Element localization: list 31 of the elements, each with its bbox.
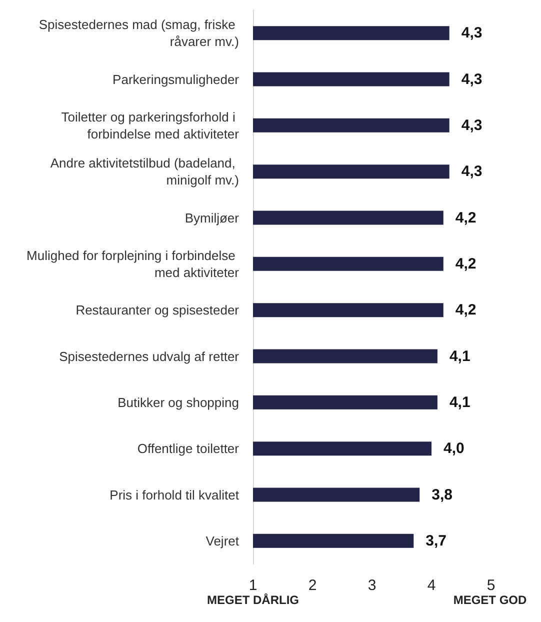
text: MEGET GOD (453, 593, 527, 607)
y-tick-label: Spisestedernes udvalg af retter (59, 348, 240, 364)
data-label: 4,3 (461, 116, 482, 134)
x-tick-label: 2 (308, 577, 317, 594)
data-label: 4,3 (461, 163, 482, 180)
data-label: 4,1 (449, 348, 470, 365)
x-tick-label: 4 (427, 577, 436, 594)
y-tick-label: Bymiljøer (184, 210, 240, 226)
data-label: 4,1 (449, 394, 470, 411)
data-label: 4,0 (444, 440, 464, 458)
y-tick-label: Vejret (206, 533, 240, 548)
data-label: 3,7 (426, 532, 447, 550)
data-label: 4,2 (455, 302, 476, 319)
y-tick-label: Toiletter og parkeringsforhold i forbindelse med aktiviteter (61, 109, 240, 142)
y-tick-label: Butikker og shopping (118, 394, 239, 410)
data-label: 3,8 (432, 486, 452, 504)
x-tick-label: 5 (486, 577, 496, 594)
y-tick-label: Parkeringsmuligheder (112, 72, 240, 87)
data-label: 4,3 (461, 70, 482, 88)
y-tick-label: Andre aktivitetstilbud (badeland, minigolf mv.) (50, 156, 239, 188)
y-tick-label: Pris i forhold til kvalitet (110, 487, 240, 502)
y-tick-label: Spisestedernes mad (smag, friske råvarer mv.) (38, 17, 239, 50)
x-tick-label: 3 (368, 577, 376, 594)
y-tick-label: Offentlige toiletter (137, 441, 240, 456)
data-label: 4,2 (455, 209, 476, 226)
y-tick-label: Restauranter og spisesteder (76, 302, 240, 318)
data-label: 4,3 (461, 24, 482, 42)
text: MEGET DÅRLIG (207, 593, 299, 607)
x-tick-label: 1 (248, 577, 258, 594)
data-label: 4,2 (455, 255, 476, 272)
y-tick-label: Mulighed for forplejning i forbindelse med aktiviteter (26, 248, 240, 280)
